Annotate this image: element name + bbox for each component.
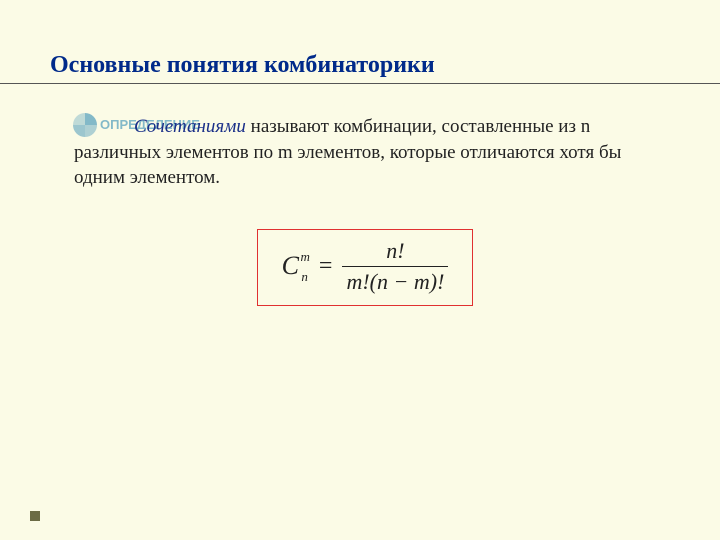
formula-lhs-sup: m bbox=[301, 249, 310, 265]
title-rule bbox=[0, 83, 720, 84]
page-title: Основные понятия комбинаторики bbox=[50, 52, 680, 79]
formula-eq: = bbox=[319, 253, 333, 280]
formula-container: C m n = n! m!(n − m)! bbox=[50, 229, 680, 306]
formula-lhs-base: C bbox=[282, 251, 299, 280]
formula-lhs-sub: n bbox=[301, 269, 308, 285]
definition-text: Сочетаниями называют комбинации, составл… bbox=[74, 114, 656, 191]
formula-lhs: C m n bbox=[282, 251, 299, 281]
definition-block: ОПРЕДЕЛЕНИЕ Сочетаниями называют комбина… bbox=[50, 114, 680, 191]
formula-numerator: n! bbox=[382, 238, 408, 266]
page-bullet-icon bbox=[30, 508, 40, 518]
slide: Основные понятия комбинаторики ОПРЕДЕЛЕН… bbox=[0, 0, 720, 540]
formula-box: C m n = n! m!(n − m)! bbox=[257, 229, 474, 306]
formula-denominator: m!(n − m)! bbox=[342, 266, 448, 295]
formula-fraction: n! m!(n − m)! bbox=[342, 238, 448, 295]
definition-term: Сочетаниями bbox=[134, 116, 246, 137]
